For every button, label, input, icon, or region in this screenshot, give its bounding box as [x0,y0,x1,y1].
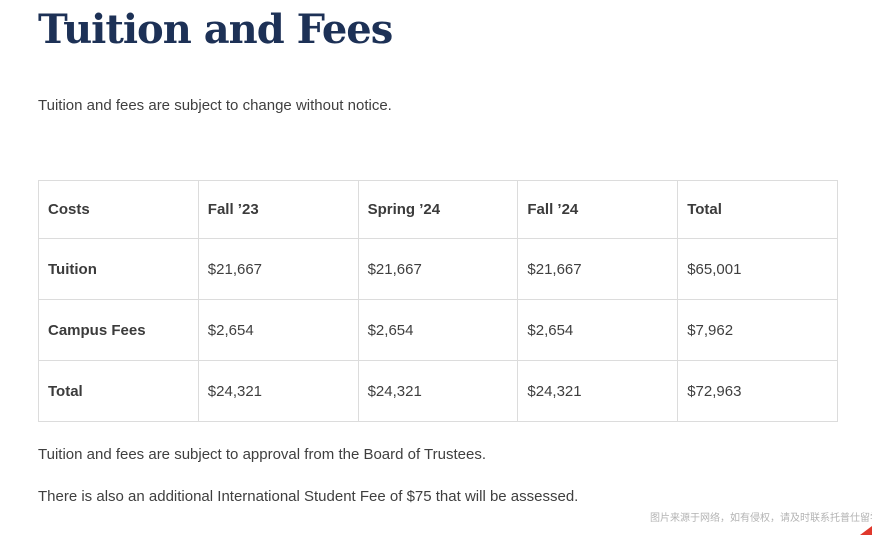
column-header-total: Total [677,180,838,239]
row-label-tuition: Tuition [38,238,199,300]
table-cell: $24,321 [197,360,359,422]
international-fee-note: There is also an additional Internationa… [38,488,579,505]
red-corner-mark [860,526,872,535]
column-header-spring-24: Spring ’24 [357,180,519,239]
intro-text: Tuition and fees are subject to change w… [38,97,392,114]
table-cell: $2,654 [517,299,679,361]
table-row-tuition: Tuition $21,667 $21,667 $21,667 $65,001 [38,238,838,300]
table-cell: $2,654 [357,299,519,361]
row-label-total: Total [38,360,199,422]
table-cell: $7,962 [677,299,838,361]
column-header-fall-24: Fall ’24 [517,180,679,239]
column-header-fall-23: Fall ’23 [197,180,359,239]
table-cell: $65,001 [677,238,838,300]
column-header-costs: Costs [38,180,199,239]
table-cell: $24,321 [517,360,679,422]
table-cell: $21,667 [517,238,679,300]
table-cell: $21,667 [197,238,359,300]
tuition-fees-table: Costs Fall ’23 Spring ’24 Fall ’24 Total… [38,180,838,422]
board-approval-note: Tuition and fees are subject to approval… [38,446,487,463]
table-cell: $72,963 [677,360,838,422]
table-cell: $2,654 [197,299,359,361]
table-cell: $21,667 [357,238,519,300]
table-row-campus-fees: Campus Fees $2,654 $2,654 $2,654 $7,962 [38,299,838,361]
table-row-total: Total $24,321 $24,321 $24,321 $72,963 [38,360,838,422]
page-title: Tuition and Fees [38,6,393,53]
watermark-text: 图片来源于网络，如有侵权，请及时联系托普仕留学顾问 [650,513,872,524]
row-label-campus-fees: Campus Fees [38,299,199,361]
table-cell: $24,321 [357,360,519,422]
table-header-row: Costs Fall ’23 Spring ’24 Fall ’24 Total [38,180,838,239]
